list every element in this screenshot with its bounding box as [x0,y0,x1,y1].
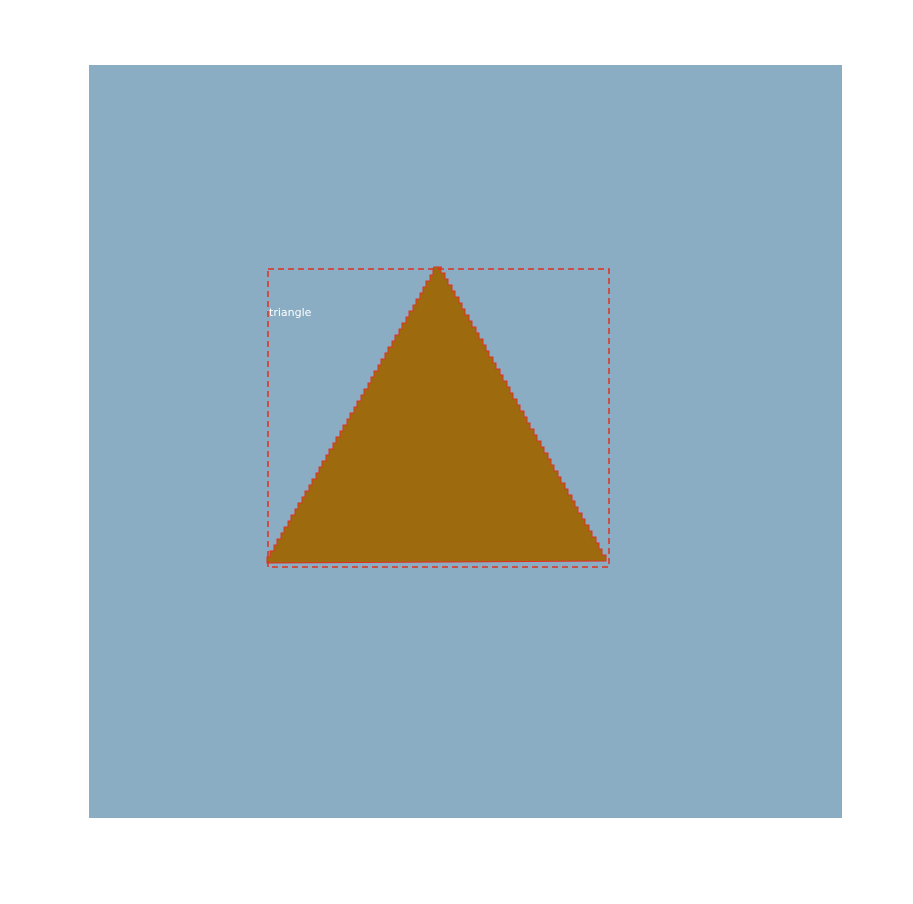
shape-label: triangle [269,306,312,319]
bounding-box [267,268,610,568]
triangle-shape [266,266,607,564]
